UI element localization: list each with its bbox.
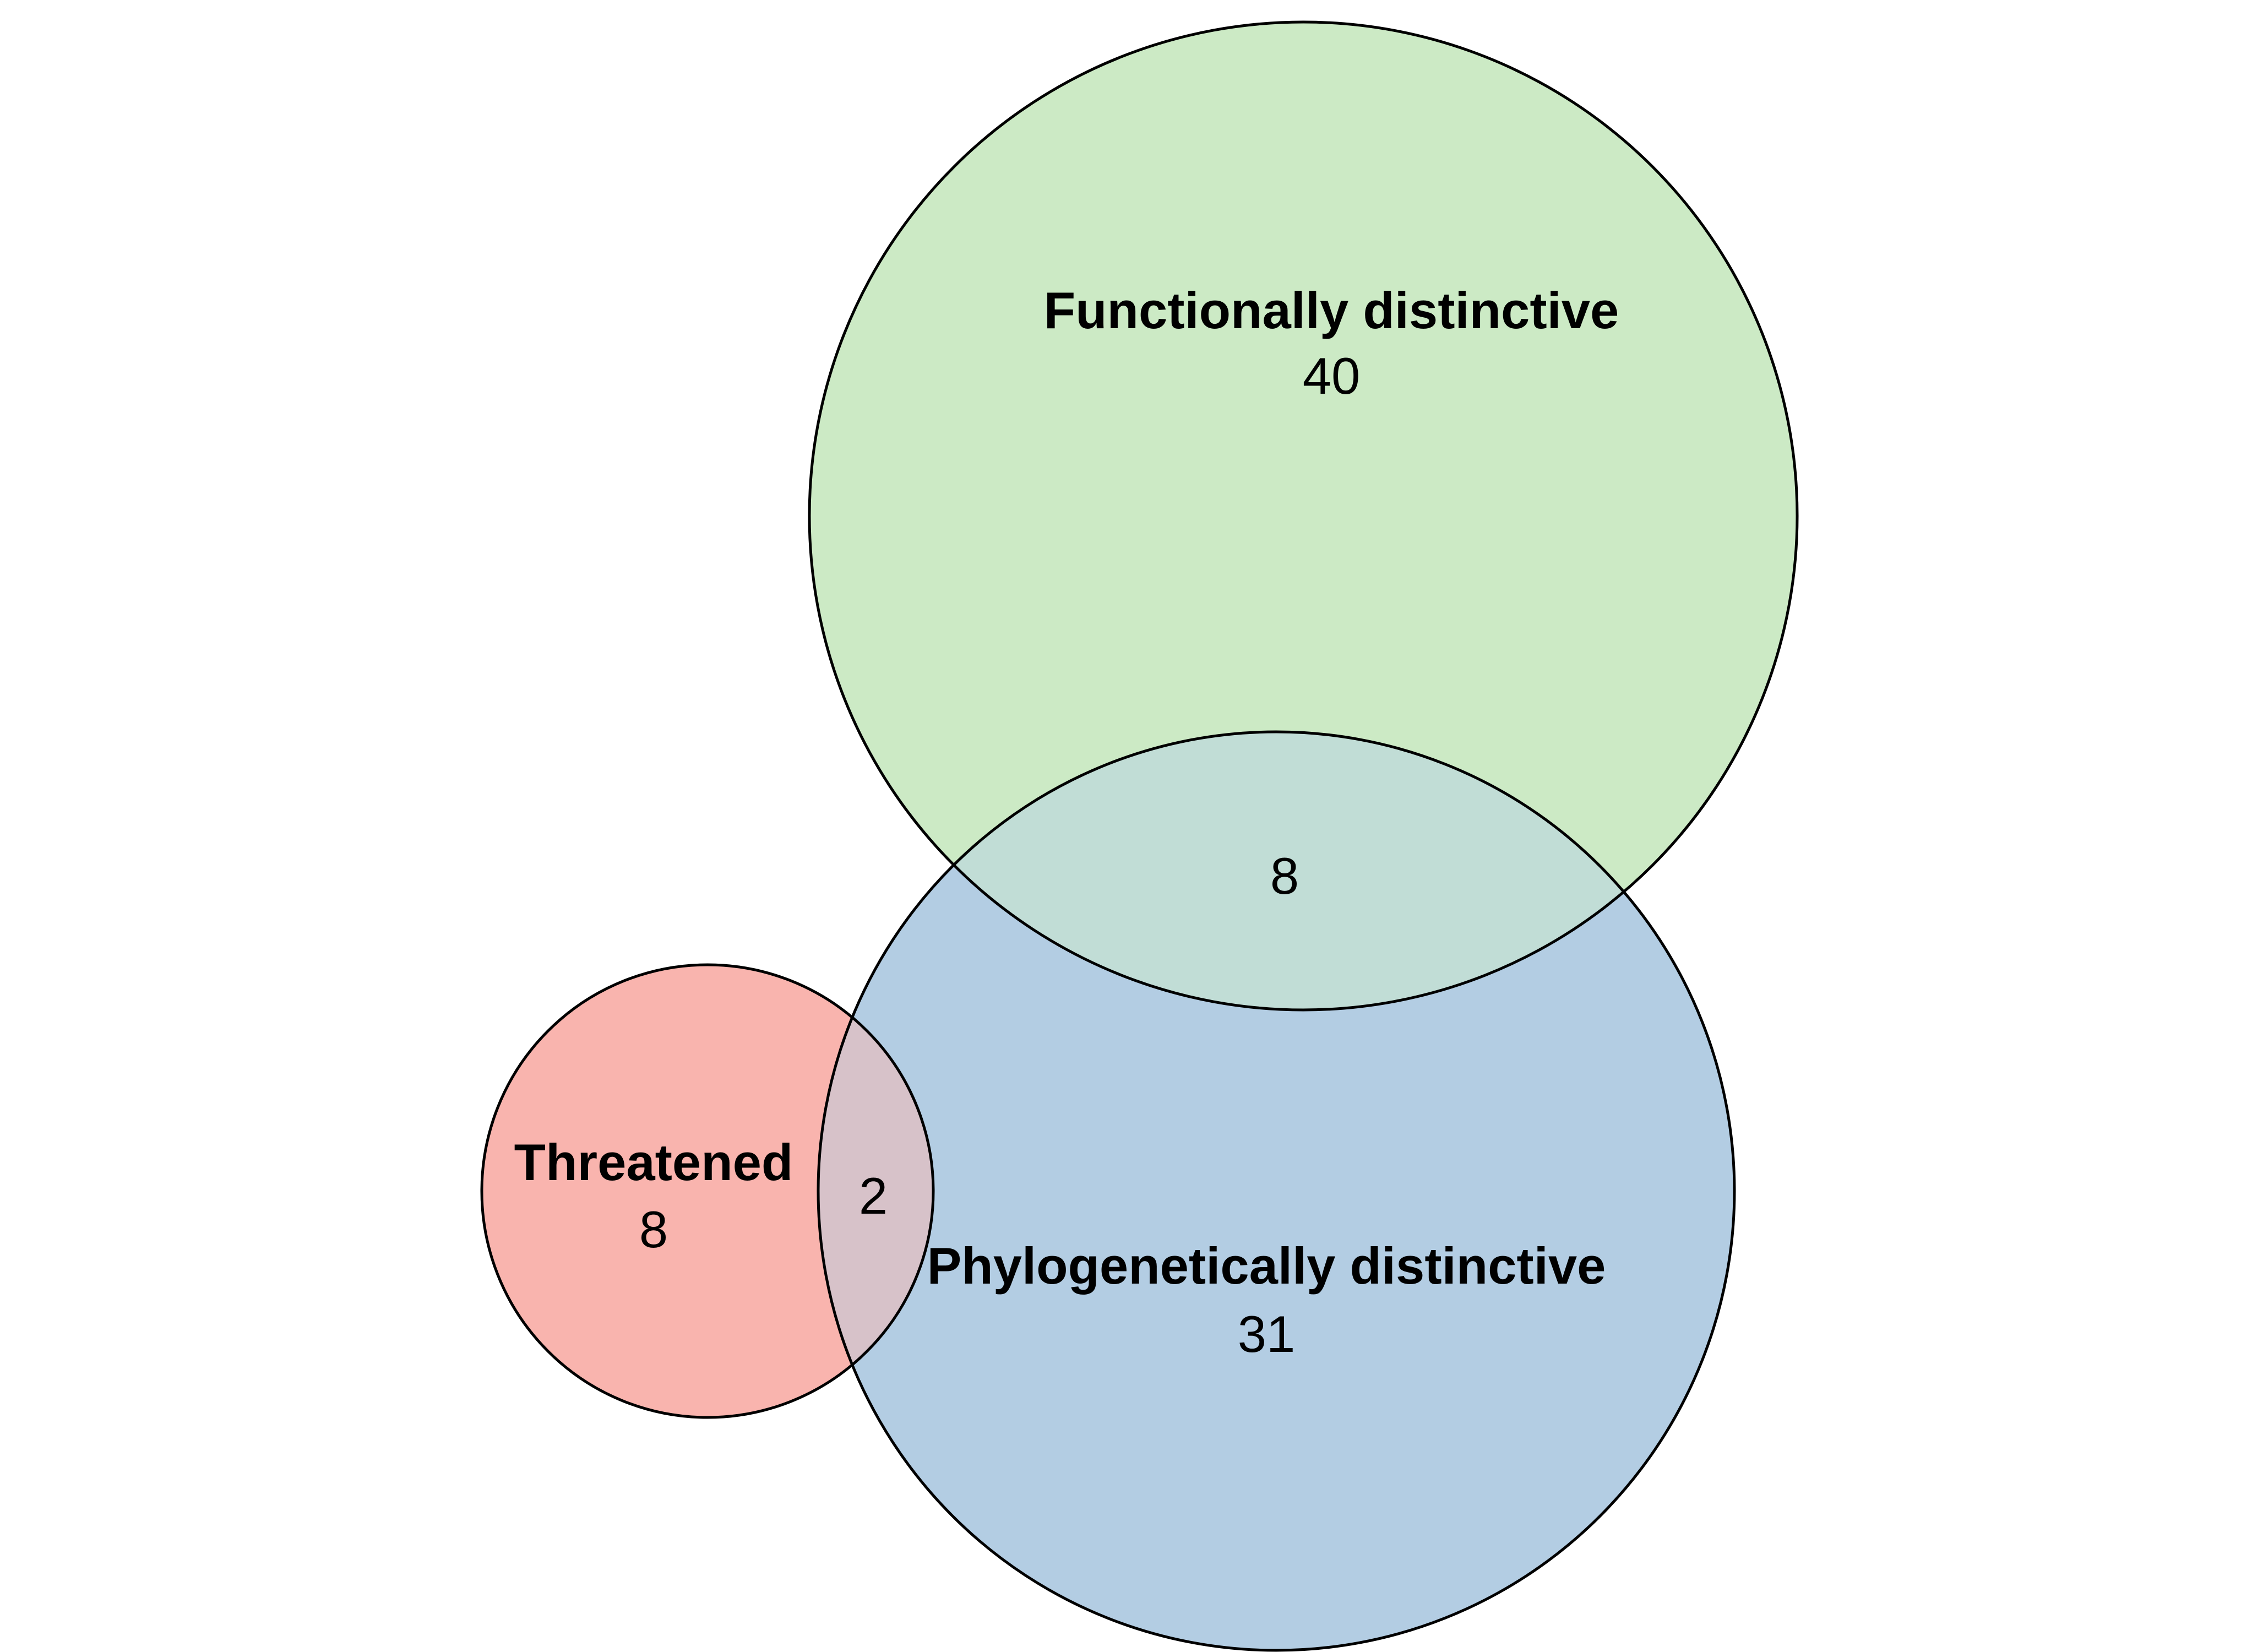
functional-only-count: 40 bbox=[1303, 347, 1361, 405]
phylogenetic-only-count: 31 bbox=[1238, 1305, 1296, 1363]
threatened-set-circle bbox=[480, 963, 935, 1419]
threatened-only-count: 8 bbox=[639, 1200, 668, 1258]
functional-set-fill bbox=[809, 22, 1797, 1010]
functional-phylogenetic-count: 8 bbox=[1270, 847, 1299, 905]
threatened-set-label: Threatened bbox=[514, 1133, 793, 1191]
threatened-phylogenetic-count: 2 bbox=[859, 1167, 888, 1225]
functional-set-circle bbox=[808, 20, 1799, 1012]
threatened-set-fill bbox=[482, 965, 933, 1417]
phylogenetic-set-circle bbox=[817, 730, 1736, 1652]
functional-set-label: Functionally distinctive bbox=[1044, 281, 1619, 339]
phylogenetic-set-label: Phylogenetically distinctive bbox=[927, 1237, 1606, 1295]
